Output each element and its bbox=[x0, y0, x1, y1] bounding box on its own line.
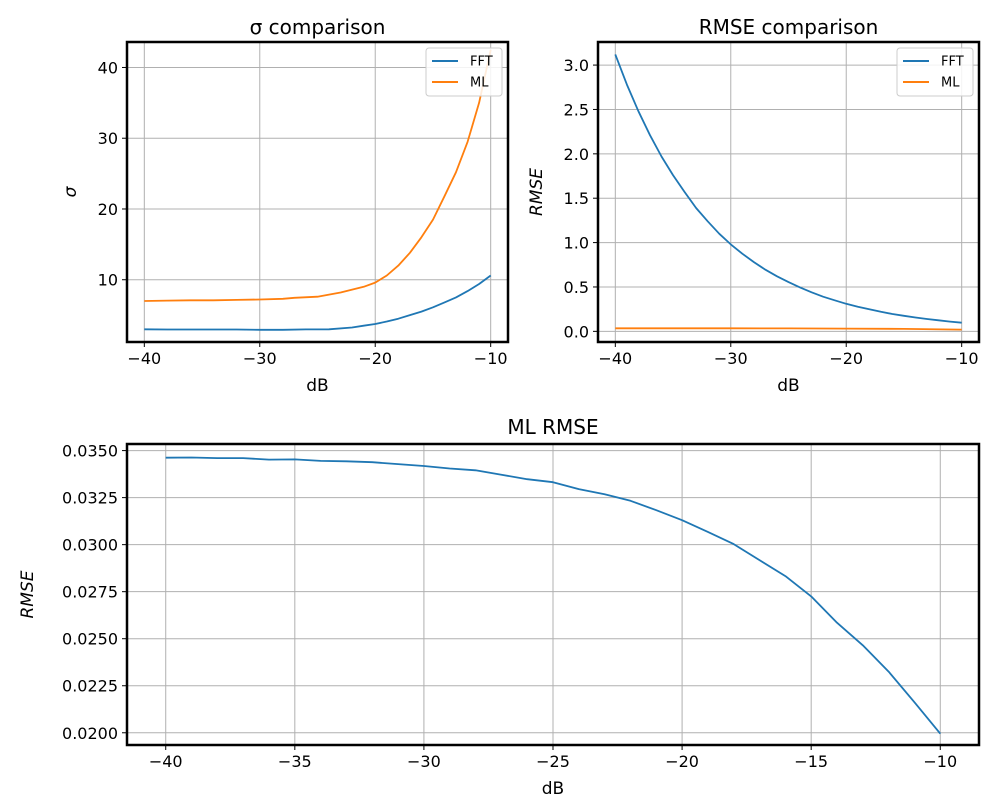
series-line-ml bbox=[144, 49, 492, 302]
legend-label: ML bbox=[941, 76, 960, 91]
legend-label: FFT bbox=[941, 55, 964, 70]
chart-1: −40 −30 −20 −10 10 20 30 40 σ comparison dB σ FFT ML bbox=[61, 15, 510, 396]
series-line-1 bbox=[165, 456, 941, 735]
x-tick-label: −30 bbox=[407, 752, 441, 771]
y-tick-label: 3.0 bbox=[564, 56, 589, 75]
x-tick-label: −10 bbox=[923, 752, 957, 771]
x-tick-label: −10 bbox=[945, 349, 979, 368]
y-axis-label: RMSE bbox=[18, 570, 38, 618]
y-tick-label: 0.0250 bbox=[62, 630, 118, 649]
x-tick-label: −40 bbox=[598, 349, 632, 368]
x-axis-label: dB bbox=[777, 376, 799, 396]
y-tick-label: 0.0 bbox=[564, 322, 589, 341]
y-tick-label: 0.0300 bbox=[62, 536, 118, 555]
x-tick-label: −20 bbox=[665, 752, 699, 771]
y-tick-label: 0.0200 bbox=[62, 724, 118, 743]
y-tick-label: 30 bbox=[98, 129, 118, 148]
y-tick-label: 40 bbox=[98, 58, 118, 77]
x-tick-label: −40 bbox=[149, 752, 183, 771]
plot-frame bbox=[125, 40, 510, 344]
y-tick-label: 10 bbox=[98, 271, 118, 290]
y-tick-label: 1.0 bbox=[564, 234, 589, 253]
y-axis-label: σ bbox=[61, 185, 81, 197]
y-axis-label: RMSE bbox=[527, 168, 547, 216]
y-tick-label: 0.0275 bbox=[62, 583, 118, 602]
series-line-fft bbox=[144, 274, 492, 331]
y-tick-label: 2.5 bbox=[564, 100, 589, 119]
chart-2: −40 −30 −20 −10 0.0 0.5 1.0 1.5 2.0 2.5 3.0 RMSE co… bbox=[527, 15, 981, 396]
chart-3: −40 −35 −30 −25 −20 −15 −10 0.0200 0.0225 0.0250 0… bbox=[18, 415, 981, 799]
y-tick-label: 0.0225 bbox=[62, 677, 118, 696]
y-tick-label: 1.5 bbox=[564, 189, 589, 208]
legend-label: ML bbox=[470, 76, 489, 91]
x-axis-label: dB bbox=[542, 779, 564, 799]
x-tick-label: −35 bbox=[278, 752, 312, 771]
x-tick-label: −25 bbox=[536, 752, 570, 771]
y-tick-label: 2.0 bbox=[564, 145, 589, 164]
x-tick-label: −30 bbox=[243, 349, 277, 368]
y-tick-label: 0.0350 bbox=[62, 442, 118, 461]
x-tick-label: −40 bbox=[127, 349, 161, 368]
chart-title: σ comparison bbox=[250, 15, 386, 39]
y-tick-label: 0.0325 bbox=[62, 489, 118, 508]
x-tick-label: −30 bbox=[714, 349, 748, 368]
chart-title: ML RMSE bbox=[507, 415, 598, 439]
legend-label: FFT bbox=[470, 55, 493, 70]
chart-title: RMSE comparison bbox=[699, 15, 879, 39]
x-tick-label: −20 bbox=[829, 349, 863, 368]
plot-frame bbox=[596, 40, 981, 344]
series-line-ml bbox=[615, 327, 962, 331]
y-tick-label: 0.5 bbox=[564, 278, 589, 297]
x-axis-label: dB bbox=[306, 376, 328, 396]
series-line-fft bbox=[614, 54, 962, 324]
x-tick-label: −15 bbox=[794, 752, 828, 771]
x-tick-label: −20 bbox=[358, 349, 392, 368]
x-tick-label: −10 bbox=[474, 349, 508, 368]
y-tick-label: 20 bbox=[98, 200, 118, 219]
